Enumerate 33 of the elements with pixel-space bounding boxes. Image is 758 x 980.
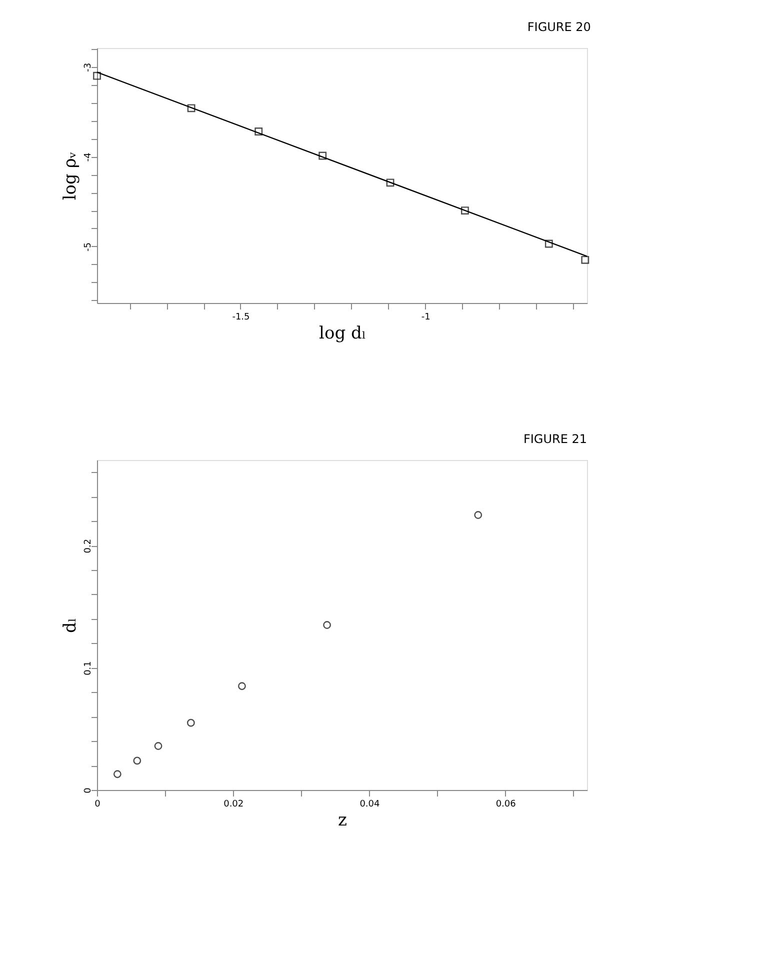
- chart-title: FIGURE 20: [527, 20, 591, 34]
- chart-title: FIGURE 21: [523, 432, 587, 446]
- y-axis-title: dₗ: [60, 618, 80, 634]
- point: [93, 72, 101, 80]
- x-tick-label: 0.04: [360, 800, 380, 810]
- point: [323, 621, 331, 629]
- point: [544, 240, 553, 248]
- point: [581, 256, 590, 264]
- point: [254, 128, 263, 136]
- point: [461, 206, 469, 214]
- x-axis-title: log dₗ: [319, 324, 366, 344]
- y-tick-label: 0: [84, 787, 94, 794]
- x-tick-label: 0.02: [224, 800, 244, 810]
- x-tick-label: -1.5: [232, 312, 250, 322]
- point: [386, 178, 394, 187]
- y-tick-label: 0.1: [84, 661, 94, 676]
- y-tick-label: 0.2: [84, 538, 94, 554]
- x-tick-label: 0.06: [496, 800, 516, 810]
- x-tick-label: -1: [421, 312, 430, 322]
- y-tick-label: -5: [84, 242, 94, 252]
- point: [318, 152, 327, 160]
- y-tick-label: -4: [84, 152, 94, 162]
- point: [238, 682, 246, 690]
- y-axis-title: log ρᵥ: [60, 151, 80, 200]
- point: [186, 718, 195, 727]
- point: [113, 770, 122, 778]
- y-tick-label: -3: [84, 62, 94, 72]
- x-axis-title: z: [338, 810, 348, 830]
- point: [154, 742, 162, 750]
- point: [187, 104, 196, 112]
- point: [133, 756, 142, 765]
- x-tick-label: 0: [94, 800, 101, 810]
- point: [474, 511, 482, 519]
